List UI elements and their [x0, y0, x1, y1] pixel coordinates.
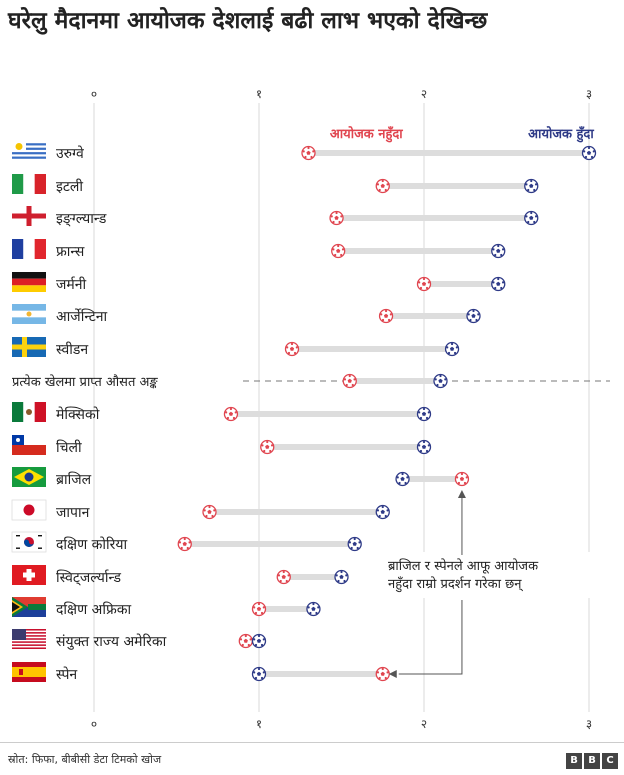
source-note: स्रोत: फिफा, बीबीसी डेटा टिमको खोज: [8, 753, 162, 766]
flag-southafrica-icon: [12, 597, 46, 617]
country-label: ब्राजिल: [56, 471, 92, 488]
host-point: [524, 210, 539, 226]
not-host-point: [375, 178, 390, 194]
host-point: [306, 601, 321, 617]
not-host-point: [416, 276, 432, 292]
country-label: जर्मनी: [56, 276, 87, 293]
not-host-point: [177, 536, 192, 552]
x-tick-label-bottom: ०: [91, 717, 97, 731]
x-tick-label-top: ३: [586, 87, 592, 101]
host-point: [251, 633, 267, 649]
not-host-point: [260, 439, 275, 455]
legend-not-host: आयोजक नहुँदा: [330, 126, 403, 143]
average-host-point: [433, 373, 448, 389]
chart-title: घरेलु मैदानमा आयोजक देशलाई बढी लाभ भएको …: [8, 8, 488, 34]
host-point: [347, 536, 362, 552]
x-tick-label-top: १: [256, 87, 262, 101]
not-host-point: [378, 308, 394, 324]
not-host-point: [375, 666, 390, 682]
country-label: इटली: [56, 178, 83, 195]
not-host-point: [284, 341, 300, 357]
not-host-point: [331, 243, 346, 259]
host-point: [251, 666, 267, 682]
country-label: इङ्ग्ल्यान्ड: [56, 211, 107, 227]
flag-chile-icon: [12, 435, 46, 455]
x-tick-label-top: २: [421, 87, 427, 101]
x-tick-label-bottom: १: [256, 717, 262, 731]
bbc-logo: B B C: [566, 753, 618, 769]
host-point: [375, 504, 390, 520]
flag-mexico-icon: [12, 402, 46, 422]
country-label: स्विट्जर्ल्यान्ड: [56, 569, 121, 586]
country-label: दक्षिण अफ्रिका: [56, 601, 132, 618]
logo-letter: B: [584, 753, 600, 769]
legend-host: आयोजक हुँदा: [528, 126, 594, 143]
host-point: [334, 569, 349, 585]
not-host-point: [276, 569, 291, 585]
flag-italy-icon: [12, 174, 46, 194]
flag-germany-icon: [12, 272, 46, 292]
logo-letter: B: [566, 753, 582, 769]
not-host-point: [329, 210, 344, 226]
flag-uruguay-icon: [12, 141, 46, 161]
dumbbell-chart: ० ० १ १ २ २ ३ ३ आयोजक नहुँदा आयोजक हुँदा उरुग्वे इट…: [11, 87, 617, 731]
country-label: दक्षिण कोरिया: [56, 536, 128, 553]
host-point: [581, 145, 597, 161]
host-point: [524, 178, 539, 194]
host-point: [395, 471, 410, 487]
annotation-text: ब्राजिल र स्पेनले आफू आयोजक नहुँदा राम्रो…: [388, 558, 539, 593]
flag-sweden-icon: [12, 337, 46, 357]
x-tick-label-bottom: ३: [586, 717, 592, 731]
flag-brazil-icon: [12, 467, 46, 487]
not-host-point: [238, 633, 253, 649]
annotation-box: [383, 552, 617, 598]
x-tick-label-bottom: २: [421, 717, 427, 731]
country-label: उरुग्वे: [56, 145, 84, 162]
host-point: [491, 276, 506, 292]
annotation-arrow-left: [398, 600, 463, 675]
flag-france-icon: [12, 239, 46, 259]
x-tick-label-top: ०: [91, 87, 97, 101]
country-label: मेक्सिको: [56, 406, 100, 423]
country-label: फ्रान्स: [56, 244, 85, 260]
not-host-point: [202, 504, 217, 520]
flag-argentina-icon: [12, 304, 46, 324]
not-host-point: [301, 145, 316, 161]
arrowhead-icon: [388, 670, 397, 678]
average-not-host-point: [342, 373, 357, 389]
flag-usa-icon: [12, 629, 46, 649]
host-point: [491, 243, 506, 259]
flag-england-icon: [12, 206, 46, 226]
host-point: [466, 308, 481, 324]
flag-switzerland-icon: [12, 565, 46, 585]
country-label: आर्जेन्टिना: [56, 308, 108, 325]
not-host-point: [454, 471, 470, 487]
flag-japan-icon: [11, 499, 47, 521]
host-point: [444, 341, 460, 357]
average-label: प्रत्येक खेलमा प्राप्त औसत अङ्क: [12, 374, 158, 390]
footer-divider: [0, 742, 624, 743]
host-point: [416, 439, 432, 455]
flag-spain-icon: [12, 662, 46, 682]
arrowhead-icon: [457, 490, 466, 498]
flag-korea-icon: [11, 531, 47, 553]
country-label: जापान: [56, 505, 90, 521]
logo-letter: C: [602, 753, 618, 769]
country-label: स्वीडन: [56, 341, 88, 358]
country-label: चिली: [56, 439, 82, 456]
country-label: स्पेन: [56, 666, 77, 683]
country-label: संयुक्त राज्य अमेरिका: [56, 633, 167, 650]
not-host-point: [223, 406, 239, 422]
host-point: [416, 406, 432, 422]
not-host-point: [251, 601, 267, 617]
